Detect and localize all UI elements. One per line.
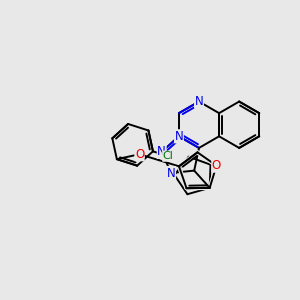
Text: N: N <box>175 130 183 143</box>
Text: Cl: Cl <box>163 151 174 161</box>
Text: O: O <box>135 148 144 161</box>
Text: O: O <box>212 159 221 172</box>
Text: N: N <box>195 95 203 108</box>
Text: N: N <box>157 145 166 158</box>
Text: N: N <box>167 167 176 179</box>
